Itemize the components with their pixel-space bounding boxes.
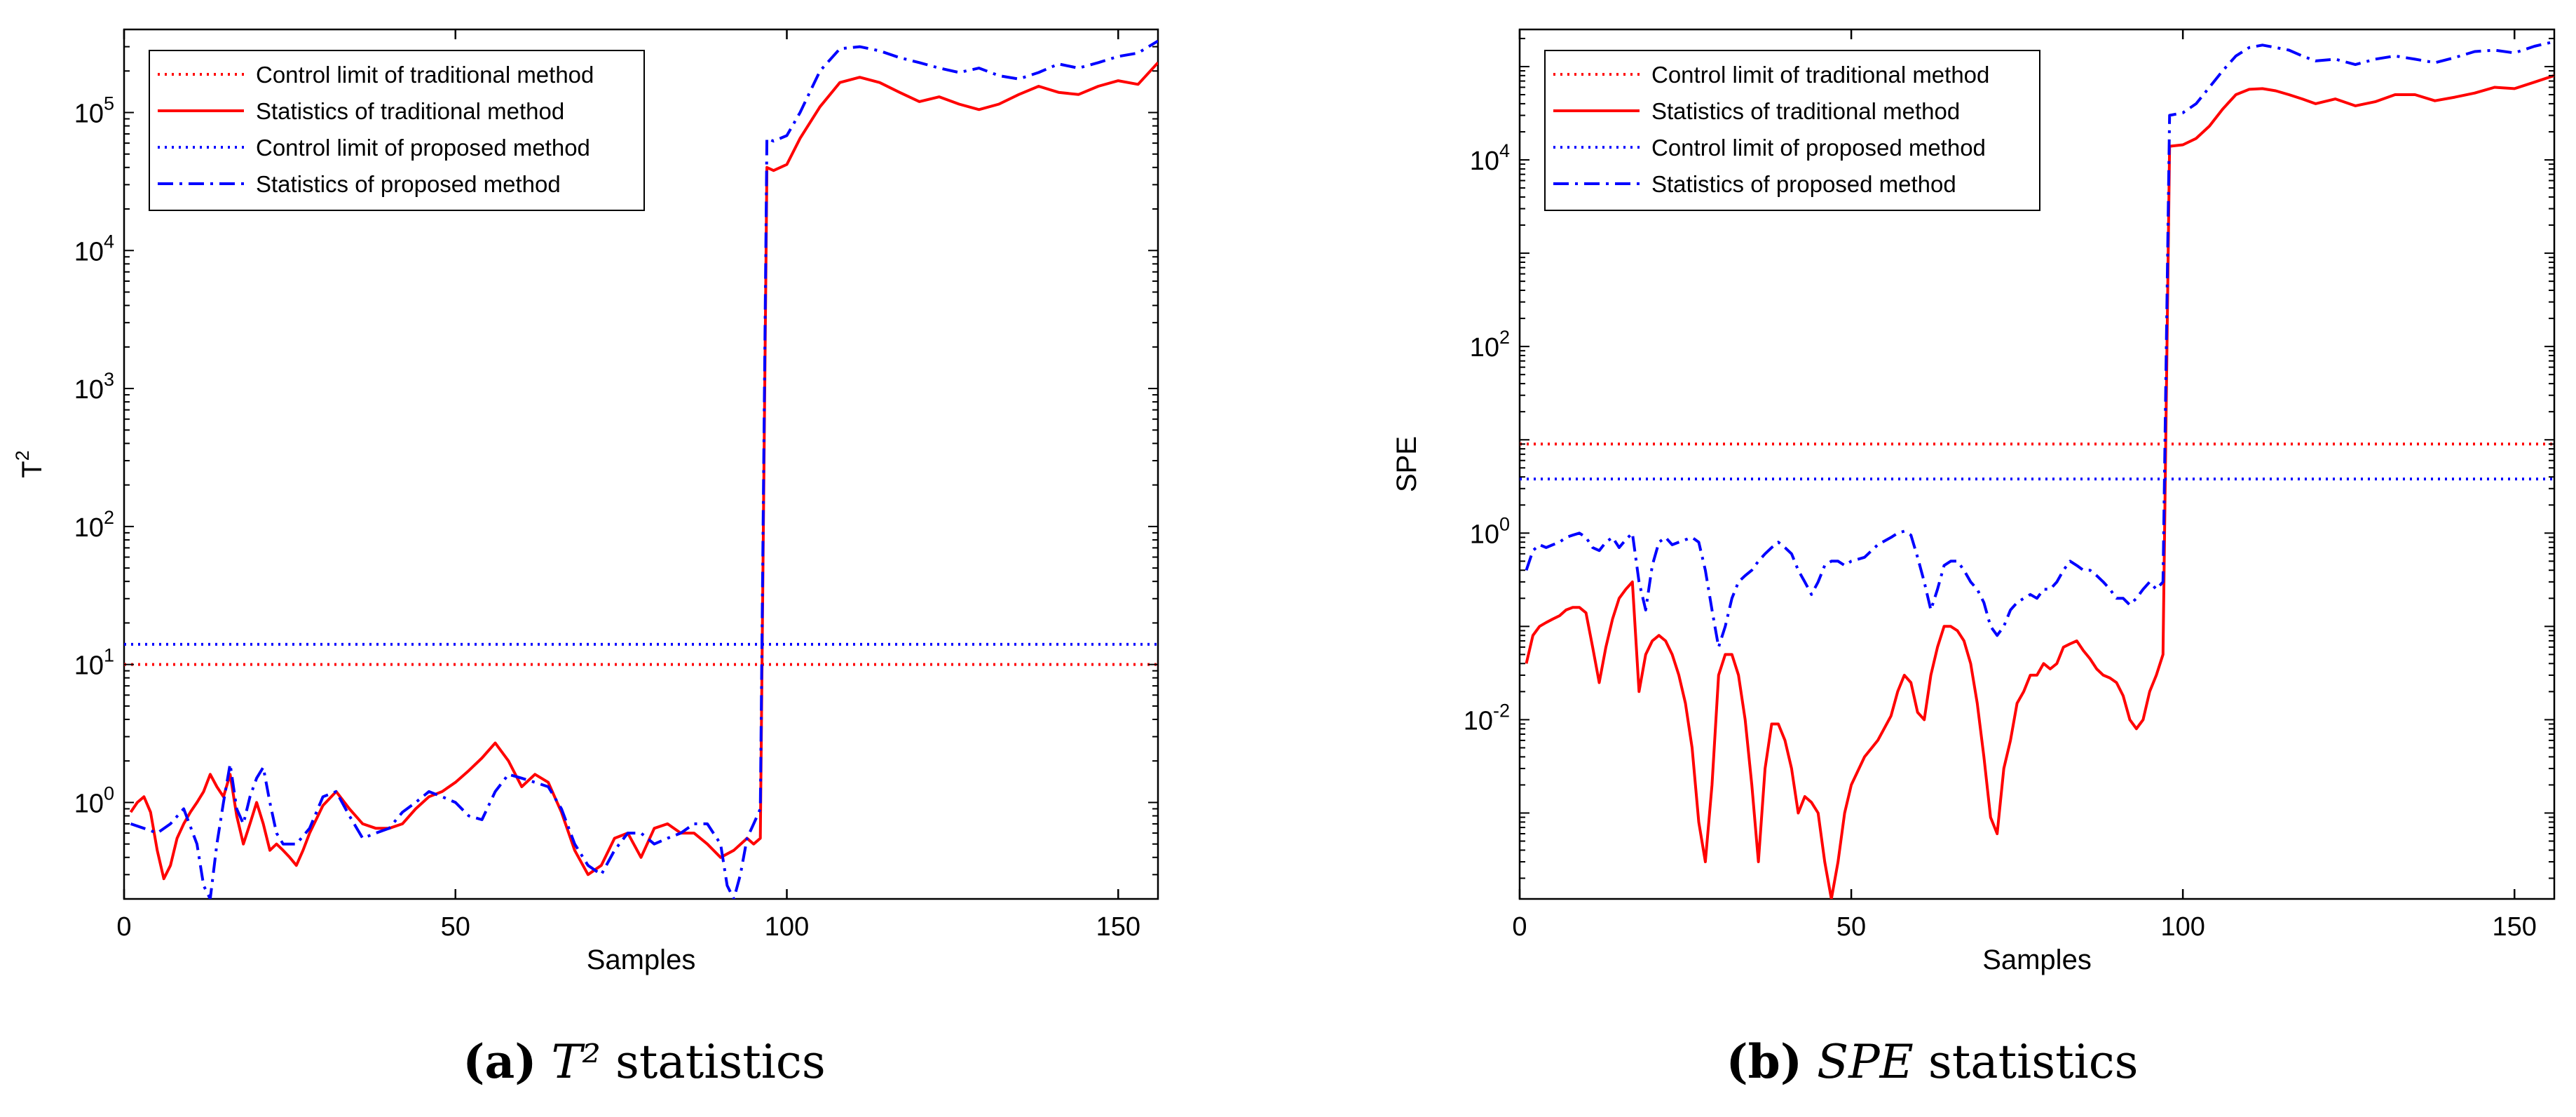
y-tick-label: 101 (74, 645, 114, 681)
series-line-2 (1525, 74, 2554, 899)
series-line-4 (130, 39, 1158, 899)
y-tick-exponent: 5 (104, 93, 114, 114)
legend-label-4: Statistics of proposed method (256, 171, 561, 197)
y-tick-exponent: 0 (1499, 513, 1510, 534)
y-tick-base: 10 (74, 375, 104, 405)
caption-b-text: statistics (1928, 1035, 2139, 1089)
y-tick-exponent: 4 (104, 231, 114, 252)
plot-area (124, 39, 1158, 899)
y-tick-label: 10-2 (1464, 700, 1510, 736)
y-tick-base: 10 (74, 99, 104, 128)
y-tick-exponent: 4 (1499, 140, 1510, 161)
y-axis-label-sup: 2 (12, 450, 33, 461)
y-tick-label: 102 (1470, 327, 1510, 363)
x-tick-label: 0 (116, 912, 131, 942)
chart-t2: 0 50 100 150100101102103104105SamplesT2Cont… (12, 28, 1159, 975)
y-tick-exponent: 0 (104, 783, 114, 804)
x-axis-label: Samples (587, 945, 696, 975)
y-tick-exponent: 2 (1499, 327, 1510, 348)
y-tick-exponent: 3 (104, 369, 114, 390)
y-axis-label-base: T (17, 461, 48, 478)
y-tick-base: 10 (1470, 333, 1499, 363)
legend-label-3: Control limit of proposed method (256, 135, 590, 161)
chart-spe: 0 50 100 15010-2100102104SamplesSPEControl … (1391, 28, 2556, 975)
y-axis-label: T2 (12, 450, 48, 478)
legend-label-4: Statistics of proposed method (1651, 171, 1956, 197)
y-tick-base: 10 (74, 513, 104, 543)
x-tick-label: 150 (1096, 912, 1140, 942)
panel-b: 0 50 100 150 10-2 100 102 104 Samples SPE Control … (1288, 0, 2576, 1117)
legend-label-2: Statistics of traditional method (256, 98, 564, 124)
y-tick-base: 10 (74, 237, 104, 266)
legend-label-2: Statistics of traditional method (1651, 98, 1960, 124)
panel-a: 0 50 100 150 100 101 102 103 104 105 Samples T2 Cont… (0, 28, 1288, 1089)
x-axis-label: Samples (1982, 945, 2092, 975)
caption-b-tag: (b) (1726, 1034, 1803, 1089)
x-tick-label: 100 (2160, 912, 2204, 942)
y-tick-label: 103 (74, 369, 114, 405)
caption-a-tag: (a) (463, 1034, 537, 1089)
plot-area (1520, 40, 2554, 899)
y-tick-exponent: -2 (1493, 700, 1510, 721)
y-tick-base: 10 (74, 651, 104, 681)
y-tick-label: 104 (74, 231, 114, 266)
x-tick-label: 150 (2493, 912, 2537, 942)
y-tick-base: 10 (1470, 147, 1499, 176)
x-tick-label: 0 (1512, 912, 1527, 942)
y-tick-base: 10 (1470, 520, 1499, 549)
y-axis-label: SPE (1391, 436, 1422, 492)
x-tick-label: 50 (1836, 912, 1866, 942)
legend-label-1: Control limit of traditional method (256, 62, 594, 88)
x-tick-label: 100 (765, 912, 809, 942)
caption-a-symbol: T² (551, 1035, 601, 1089)
y-tick-label: 100 (74, 783, 114, 818)
caption-a-text: statistics (615, 1035, 826, 1089)
caption-a: (a) T² statistics (0, 1034, 1288, 1089)
x-tick-label: 50 (441, 912, 470, 942)
y-tick-exponent: 2 (104, 507, 114, 528)
y-tick-label: 102 (74, 507, 114, 543)
y-tick-label: 104 (1470, 140, 1510, 176)
legend-label-3: Control limit of proposed method (1651, 135, 1986, 161)
y-tick-label: 105 (74, 93, 114, 128)
caption-b: (b) SPE statistics (1288, 1034, 2576, 1089)
caption-b-symbol: SPE (1817, 1035, 1914, 1089)
y-tick-base: 10 (1464, 706, 1493, 736)
series-line-4 (1525, 40, 2554, 649)
y-tick-base: 10 (74, 789, 104, 818)
y-tick-exponent: 1 (104, 645, 114, 666)
legend-label-1: Control limit of traditional method (1651, 62, 1989, 88)
y-tick-label: 100 (1470, 513, 1510, 549)
